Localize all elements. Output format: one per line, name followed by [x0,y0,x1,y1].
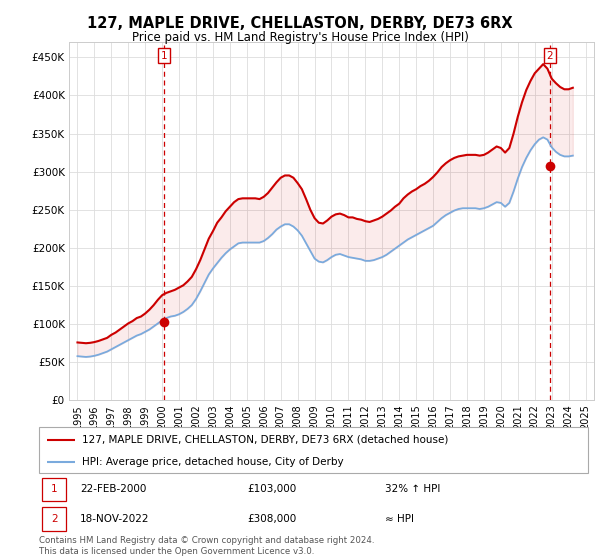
Text: £308,000: £308,000 [248,514,297,524]
Text: 2: 2 [547,51,553,60]
Text: 127, MAPLE DRIVE, CHELLASTON, DERBY, DE73 6RX (detached house): 127, MAPLE DRIVE, CHELLASTON, DERBY, DE7… [82,435,448,445]
FancyBboxPatch shape [39,427,588,473]
Text: Contains HM Land Registry data © Crown copyright and database right 2024.
This d: Contains HM Land Registry data © Crown c… [39,536,374,556]
Text: Price paid vs. HM Land Registry's House Price Index (HPI): Price paid vs. HM Land Registry's House … [131,31,469,44]
Text: 1: 1 [161,51,167,60]
Text: £103,000: £103,000 [248,484,297,494]
Text: 2: 2 [51,514,58,524]
Text: ≈ HPI: ≈ HPI [385,514,414,524]
Text: 127, MAPLE DRIVE, CHELLASTON, DERBY, DE73 6RX: 127, MAPLE DRIVE, CHELLASTON, DERBY, DE7… [87,16,513,31]
FancyBboxPatch shape [42,507,67,531]
Text: 1: 1 [51,484,58,494]
Text: HPI: Average price, detached house, City of Derby: HPI: Average price, detached house, City… [82,457,343,466]
FancyBboxPatch shape [42,478,67,501]
Text: 22-FEB-2000: 22-FEB-2000 [80,484,146,494]
Text: 32% ↑ HPI: 32% ↑ HPI [385,484,440,494]
Text: 18-NOV-2022: 18-NOV-2022 [80,514,149,524]
